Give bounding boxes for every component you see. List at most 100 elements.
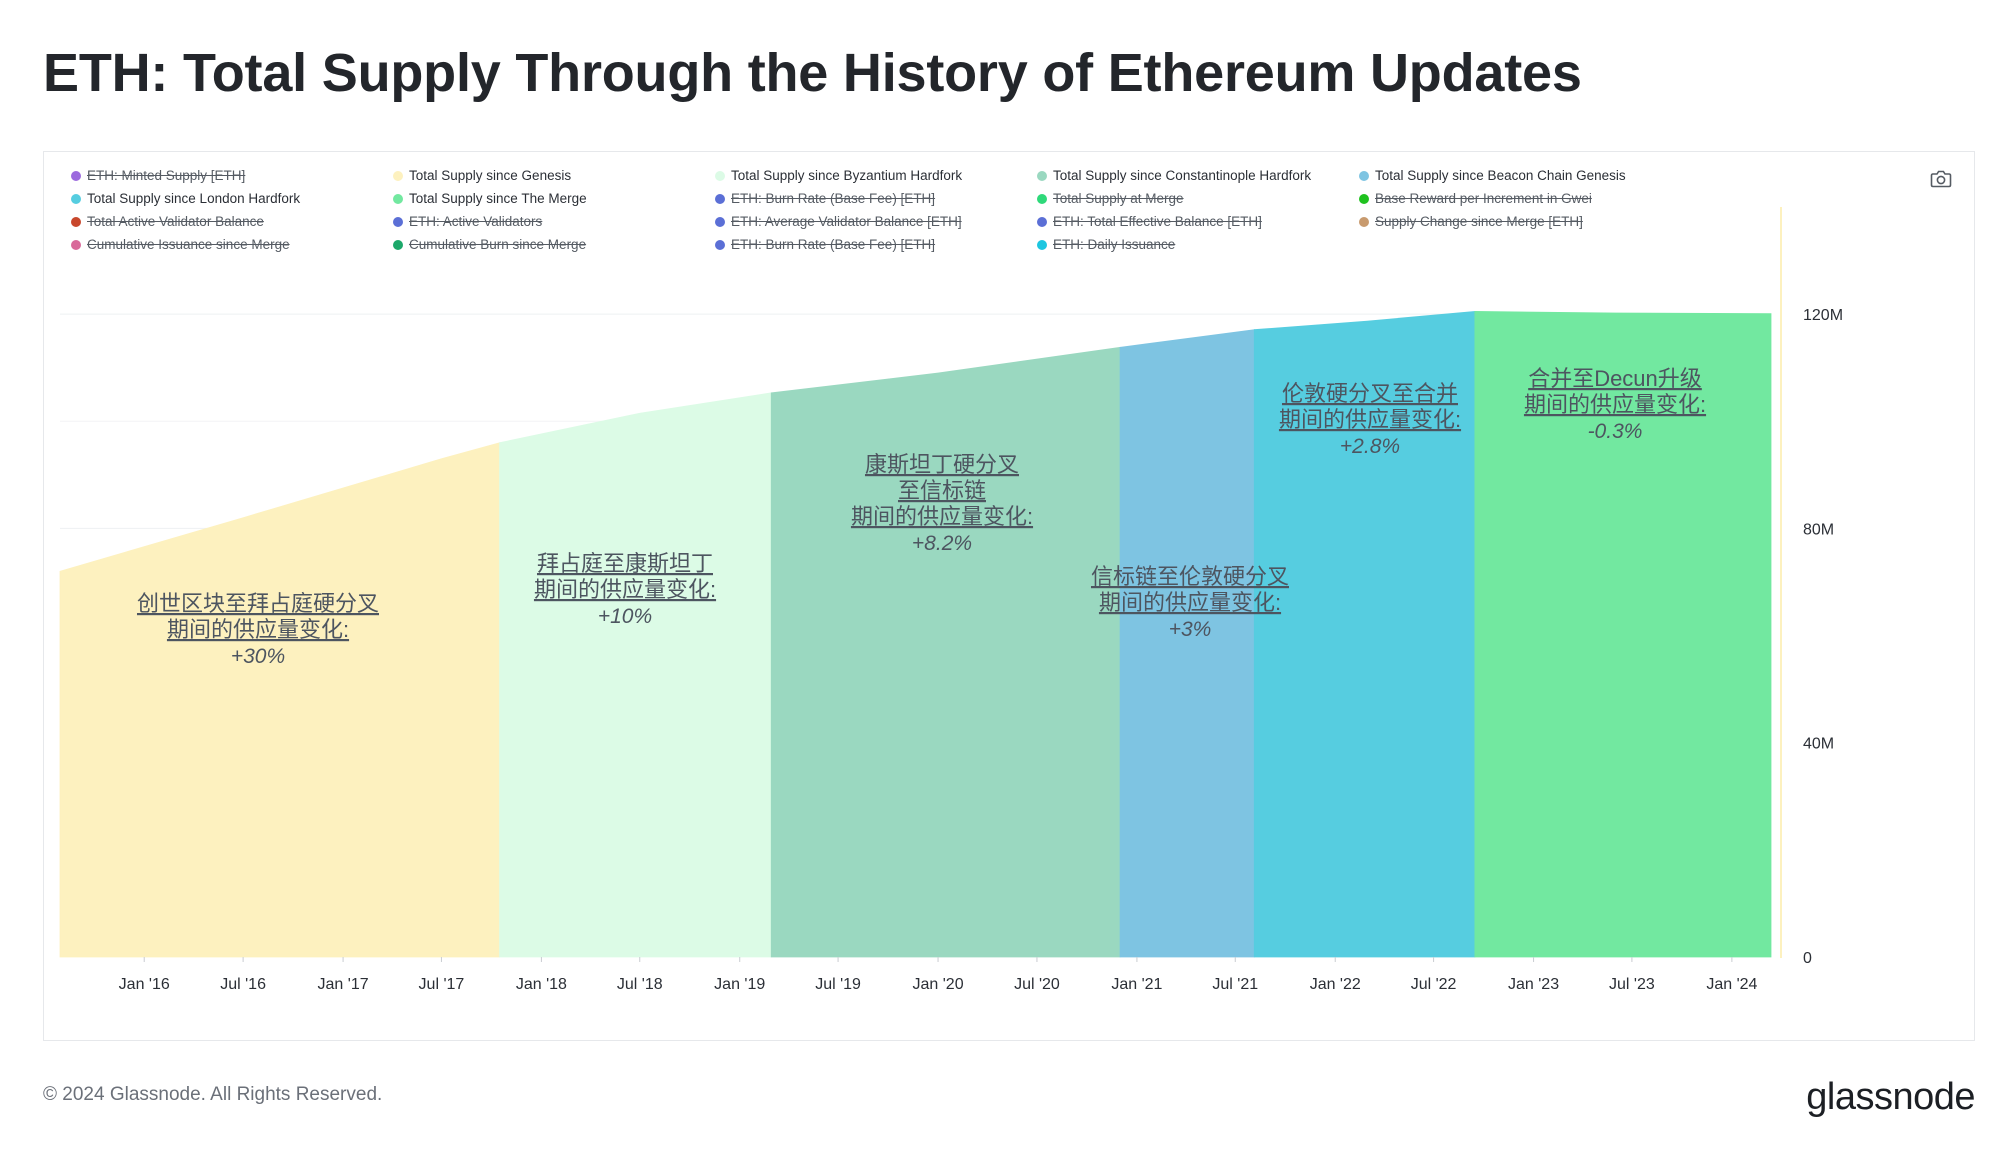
chart-panel: ETH: Minted Supply [ETH] Total Supply sin… (43, 151, 1975, 1041)
area-segment (1474, 311, 1772, 958)
legend-swatch (71, 216, 81, 227)
legend-item[interactable]: Cumulative Issuance since Merge (71, 233, 393, 256)
x-tick-label: Jan '18 (516, 976, 567, 993)
legend-item[interactable]: Total Supply at Merge (1037, 187, 1359, 210)
legend-item[interactable]: Total Supply since The Merge (393, 187, 715, 210)
legend-item[interactable]: ETH: Average Validator Balance [ETH] (715, 210, 1037, 233)
legend-label: Total Supply since Beacon Chain Genesis (1375, 168, 1626, 183)
legend-label: Total Supply since Constantinople Hardfo… (1053, 168, 1312, 183)
x-tick-label: Jul '22 (1411, 976, 1457, 993)
x-tick-label: Jul '19 (815, 976, 861, 993)
area-segment (770, 346, 1121, 958)
legend-label: ETH: Active Validators (409, 214, 543, 229)
legend-item[interactable]: Total Supply since London Hardfork (71, 187, 393, 210)
legend-item[interactable]: ETH: Total Effective Balance [ETH] (1037, 210, 1359, 233)
legend-item[interactable]: Supply Change since Merge [ETH] (1359, 210, 1681, 233)
x-tick-label: Jul '20 (1014, 976, 1060, 993)
legend-label: Total Supply since London Hardfork (87, 191, 301, 206)
legend-swatch (1359, 216, 1369, 227)
legend-label: Total Supply since The Merge (409, 191, 587, 206)
legend-item[interactable]: Total Supply since Byzantium Hardfork (715, 164, 1037, 187)
legend-swatch (393, 216, 403, 227)
legend-item[interactable]: Total Supply since Beacon Chain Genesis (1359, 164, 1681, 187)
legend-item[interactable]: Total Supply since Constantinople Hardfo… (1037, 164, 1359, 187)
page-title: ETH: Total Supply Through the History of… (43, 43, 1582, 103)
legend-swatch (715, 170, 725, 181)
x-tick-label: Jul '18 (617, 976, 663, 993)
annotation-value: +30% (231, 645, 285, 668)
legend-label: ETH: Daily Issuance (1053, 237, 1176, 252)
x-tick-label: Jul '23 (1609, 976, 1655, 993)
legend-swatch (71, 170, 81, 181)
x-tick-label: Jan '23 (1508, 976, 1559, 993)
annotation-value: +2.8% (1340, 435, 1400, 458)
annotation-text: 创世区块至拜占庭硬分叉 (137, 591, 379, 616)
annotation-text: 期间的供应量变化: (534, 577, 716, 602)
area-segment (1119, 329, 1255, 958)
legend-item[interactable]: Base Reward per Increment in Gwei (1359, 187, 1681, 210)
annotation-text: 合并至Decun升级 (1528, 366, 1702, 391)
annotation-value: +3% (1169, 618, 1212, 641)
x-tick-label: Jan '24 (1706, 976, 1757, 993)
legend-swatch (1037, 170, 1047, 181)
legend-swatch (715, 216, 725, 227)
legend-swatch (393, 193, 403, 204)
x-tick-label: Jul '16 (220, 976, 266, 993)
legend-swatch (1359, 170, 1369, 181)
legend-item[interactable]: ETH: Burn Rate (Base Fee) [ETH] (715, 187, 1037, 210)
legend-item[interactable]: ETH: Burn Rate (Base Fee) [ETH] (715, 233, 1037, 256)
area-series (59, 311, 1772, 958)
legend-swatch (393, 170, 403, 181)
annotation-text: 拜占庭至康斯坦丁 (537, 551, 713, 576)
chart-legend: ETH: Minted Supply [ETH] Total Supply sin… (71, 164, 1691, 256)
y-tick-label: 80M (1803, 521, 1834, 538)
legend-swatch (715, 239, 725, 250)
annotation-text: 期间的供应量变化: (1524, 392, 1706, 417)
legend-swatch (71, 193, 81, 204)
x-tick-label: Jul '17 (419, 976, 465, 993)
x-tick-label: Jul '21 (1212, 976, 1258, 993)
y-tick-label: 120M (1803, 307, 1843, 324)
area-chart: Jan '16 Jul '16 Jan '17 Jul '17 Jan '18 Jul '… (59, 207, 1843, 993)
area-segment (1253, 311, 1476, 958)
legend-label: Total Supply at Merge (1053, 191, 1184, 206)
legend-item[interactable]: Total Active Validator Balance (71, 210, 393, 233)
legend-item[interactable]: ETH: Minted Supply [ETH] (71, 164, 393, 187)
x-tick-label: Jan '19 (714, 976, 765, 993)
legend-label: Total Supply since Byzantium Hardfork (731, 168, 963, 183)
x-tick-label: Jan '22 (1310, 976, 1361, 993)
annotation-text: 伦敦硬分叉至合并 (1282, 381, 1458, 406)
legend-label: ETH: Burn Rate (Base Fee) [ETH] (731, 191, 936, 206)
legend-swatch (1037, 216, 1047, 227)
legend-label: ETH: Total Effective Balance [ETH] (1053, 214, 1262, 229)
annotation-text: 期间的供应量变化: (1099, 590, 1281, 615)
annotation-text: 期间的供应量变化: (1279, 407, 1461, 432)
legend-label: ETH: Burn Rate (Base Fee) [ETH] (731, 237, 936, 252)
legend-item[interactable]: Total Supply since Genesis (393, 164, 715, 187)
annotation-text: 期间的供应量变化: (851, 504, 1033, 529)
annotation-text: 康斯坦丁硬分叉 (865, 452, 1019, 477)
legend-label: ETH: Average Validator Balance [ETH] (731, 214, 962, 229)
camera-icon[interactable] (1930, 169, 1952, 189)
legend-item[interactable]: ETH: Active Validators (393, 210, 715, 233)
legend-label: ETH: Minted Supply [ETH] (87, 168, 246, 183)
legend-label: Cumulative Burn since Merge (409, 237, 587, 252)
y-tick-label: 0 (1803, 950, 1812, 967)
y-tick-label: 40M (1803, 736, 1834, 753)
legend-item[interactable]: ETH: Daily Issuance (1037, 233, 1359, 256)
legend-swatch (393, 239, 403, 250)
legend-swatch (1359, 193, 1369, 204)
x-tick-label: Jan '20 (913, 976, 964, 993)
glassnode-logo: glassnode (1806, 1076, 1975, 1118)
x-tick-label: Jan '21 (1111, 976, 1162, 993)
legend-swatch (1037, 193, 1047, 204)
legend-swatch (71, 239, 81, 250)
legend-label: Total Active Validator Balance (87, 214, 264, 229)
annotation-text: 期间的供应量变化: (167, 617, 349, 642)
legend-item[interactable]: Cumulative Burn since Merge (393, 233, 715, 256)
legend-swatch (1037, 239, 1047, 250)
